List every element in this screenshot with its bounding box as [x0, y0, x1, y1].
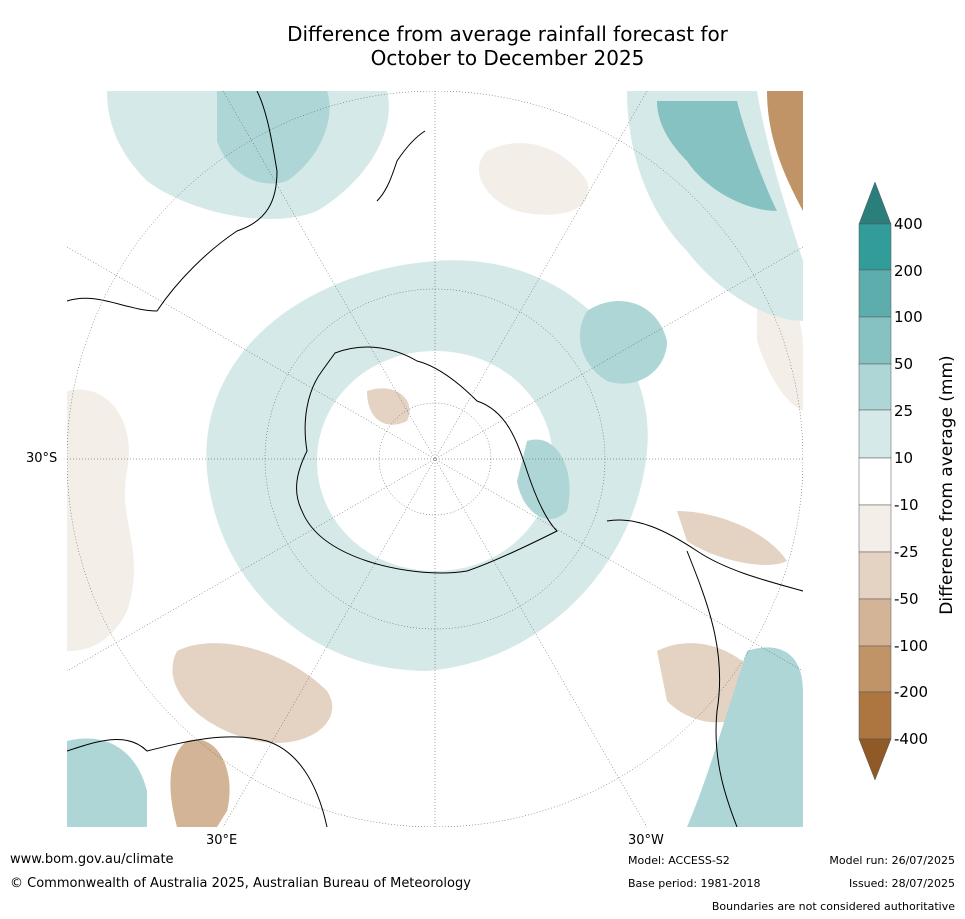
footer-model: Model: ACCESS-S2 — [628, 854, 730, 867]
colorbar-tick-50: 50 — [894, 355, 914, 373]
lon-label-30w: 30°W — [628, 833, 664, 848]
dry-region-south — [170, 739, 230, 827]
dry-region-northeast — [478, 142, 589, 215]
footer-issued: Issued: 28/07/2025 — [848, 877, 955, 890]
south-america-coastline — [606, 519, 803, 827]
title-line-1: Difference from average rainfall forecas… — [287, 22, 728, 46]
title-line-2: October to December 2025 — [370, 46, 645, 70]
colorbar-title: Difference from average (mm) — [937, 355, 957, 615]
colorbar-tick-neg10: -10 — [894, 496, 919, 514]
meridian-150 — [67, 246, 803, 672]
colorbar-tick-25: 25 — [894, 402, 914, 420]
footer-url[interactable]: www.bom.gov.au/climate — [10, 852, 174, 867]
colorbar-tick-neg25: -25 — [894, 543, 919, 561]
colorbar-bottom-arrow — [858, 738, 892, 781]
australia-coastline — [67, 91, 278, 312]
footer-base-period: Base period: 1981-2018 — [628, 877, 761, 890]
colorbar-band-neg25 — [858, 551, 892, 600]
colorbar-band-50 — [858, 363, 892, 411]
dry-region-southwest — [172, 643, 333, 743]
colorbar-band-25 — [858, 409, 892, 459]
wet-region-drake — [517, 439, 570, 520]
dry-region-west — [67, 389, 135, 651]
footer-copyright: © Commonwealth of Australia 2025, Austra… — [10, 876, 471, 891]
colorbar-tick-200: 200 — [894, 262, 923, 280]
lat-label-30s: 30°S — [26, 451, 58, 466]
colorbar-band-100 — [858, 316, 892, 365]
wet-region-southeast — [687, 647, 803, 827]
africa-coastline — [67, 736, 328, 827]
wet-region-east-pacific — [579, 301, 667, 384]
new-zealand-coastline — [376, 130, 426, 202]
meridian-60 — [222, 91, 648, 827]
dry-region-small — [367, 388, 410, 425]
antarctica-coastline — [296, 346, 558, 574]
colorbar-band-neg50 — [858, 598, 892, 647]
colorbar-tick-neg100: -100 — [894, 637, 929, 655]
colorbar-top-arrow — [858, 182, 892, 225]
colorbar-tick-neg400: -400 — [894, 730, 929, 748]
wet-region-southwest-corner — [67, 738, 147, 827]
wet-region-northeast-ocean — [627, 91, 803, 321]
colorbar-tick-100: 100 — [894, 308, 923, 326]
meridian-30 — [67, 246, 803, 672]
footer-disclaimer: Boundaries are not considered authoritat… — [711, 900, 955, 913]
colorbar-tick-400: 400 — [894, 215, 923, 233]
colorbar — [858, 182, 892, 781]
colorbar-band-neg10 — [858, 504, 892, 553]
rainfall-map — [67, 91, 803, 827]
colorbar-band-neg200 — [858, 691, 892, 740]
colorbar-band-200 — [858, 269, 892, 318]
dry-region-far-east — [767, 91, 803, 211]
dry-region-southamerica-north — [677, 511, 787, 565]
colorbar-band-10 — [858, 457, 892, 506]
colorbar-band-neg100 — [858, 645, 892, 693]
colorbar-tick-neg50: -50 — [894, 590, 919, 608]
graticule — [67, 91, 803, 827]
lon-label-30e: 30°E — [206, 833, 238, 848]
wet-anomaly-regions — [67, 91, 803, 827]
map-title: Difference from average rainfall forecas… — [60, 22, 955, 70]
colorbar-band-400 — [858, 223, 892, 271]
colorbar-tick-10: 10 — [894, 449, 914, 467]
footer-model-run: Model run: 26/07/2025 — [829, 854, 955, 867]
wet-region-north-core — [217, 91, 330, 184]
meridian-120 — [222, 91, 648, 827]
coastlines — [67, 91, 803, 827]
wet-region-northeast-core — [657, 101, 777, 211]
colorbar-tick-neg200: -200 — [894, 683, 929, 701]
wet-ring-southern-ocean — [206, 260, 648, 671]
